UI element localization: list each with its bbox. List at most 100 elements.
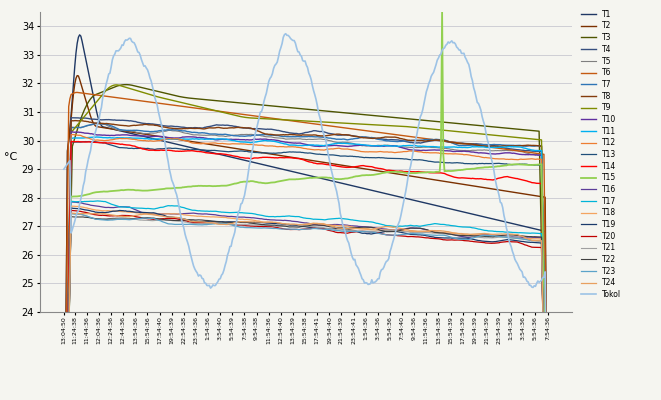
Line: T12: T12 [64, 134, 547, 400]
T16 [366, 225, 373, 230]
T4 [67, 115, 75, 120]
T20 [410, 234, 418, 239]
T3 [118, 82, 126, 87]
T8 [119, 123, 127, 128]
T6 [253, 114, 260, 118]
T10 [410, 148, 418, 152]
T23 [219, 221, 227, 226]
T6 [219, 109, 227, 114]
T11 [410, 143, 418, 148]
Line: T4: T4 [64, 118, 547, 400]
T7 [119, 128, 127, 132]
Tokol [412, 133, 420, 138]
Line: T23: T23 [64, 214, 547, 400]
T11 [253, 140, 260, 144]
T14 [119, 142, 127, 147]
T19 [366, 231, 373, 236]
Tokol [251, 130, 259, 135]
T3 [219, 99, 227, 104]
T23 [119, 217, 127, 222]
T14 [253, 156, 260, 160]
T5 [366, 144, 373, 148]
T2 [366, 167, 373, 172]
Line: T22: T22 [64, 217, 547, 400]
T5 [410, 145, 418, 150]
T20 [67, 208, 75, 213]
T17 [119, 204, 127, 209]
T7 [91, 121, 99, 126]
T7 [366, 135, 373, 140]
T6 [73, 90, 81, 95]
T4 [219, 123, 227, 128]
T24 [67, 211, 75, 216]
T2 [253, 149, 260, 154]
T18 [412, 229, 420, 234]
T15 [409, 171, 417, 176]
T3 [412, 117, 420, 122]
T3 [366, 113, 373, 118]
T21 [219, 221, 227, 226]
T23 [410, 231, 418, 236]
T8 [366, 136, 373, 140]
T5 [253, 133, 260, 138]
T21 [67, 211, 75, 216]
Tokol [118, 42, 126, 47]
T24 [366, 227, 373, 232]
T1 [410, 198, 418, 203]
T11 [366, 143, 373, 148]
T10 [119, 132, 127, 137]
T21 [366, 229, 373, 234]
T21 [119, 216, 127, 220]
T3 [122, 82, 130, 87]
T22 [67, 214, 75, 219]
T19 [253, 220, 260, 225]
T1 [119, 129, 127, 134]
Line: T2: T2 [64, 76, 547, 400]
T24 [119, 214, 127, 219]
Line: T20: T20 [64, 210, 547, 400]
T22 [412, 226, 420, 231]
T5 [219, 134, 227, 138]
T1 [412, 198, 420, 203]
T23 [253, 226, 260, 230]
T17 [94, 198, 102, 203]
T13 [219, 149, 227, 154]
Tokol [217, 273, 225, 278]
T7 [219, 132, 227, 137]
Line: T13: T13 [64, 142, 547, 400]
T13 [119, 145, 127, 150]
T2 [410, 174, 418, 179]
T6 [412, 135, 420, 140]
T16 [253, 216, 260, 220]
T5 [119, 128, 127, 133]
T19 [119, 208, 127, 213]
T23 [366, 230, 373, 234]
T15 [118, 188, 126, 192]
T4 [412, 140, 420, 145]
T16 [119, 204, 127, 209]
T1 [75, 32, 83, 37]
Line: Tokol: Tokol [64, 34, 547, 400]
T23 [412, 231, 420, 236]
T11 [219, 137, 227, 142]
Line: T18: T18 [64, 206, 547, 400]
Line: T21: T21 [64, 214, 547, 400]
T18 [253, 218, 260, 223]
Line: T17: T17 [64, 201, 547, 400]
Line: T7: T7 [64, 123, 547, 400]
Line: T24: T24 [64, 213, 547, 400]
T4 [410, 140, 418, 145]
T16 [412, 226, 420, 230]
T21 [410, 230, 418, 235]
T17 [253, 212, 260, 217]
T21 [412, 230, 420, 235]
T17 [410, 224, 418, 228]
T12 [67, 132, 75, 137]
T20 [119, 213, 127, 218]
T20 [219, 221, 227, 226]
T6 [366, 129, 373, 134]
T1 [219, 153, 227, 158]
T14 [412, 169, 420, 174]
T12 [366, 149, 373, 154]
T15 [364, 173, 372, 178]
